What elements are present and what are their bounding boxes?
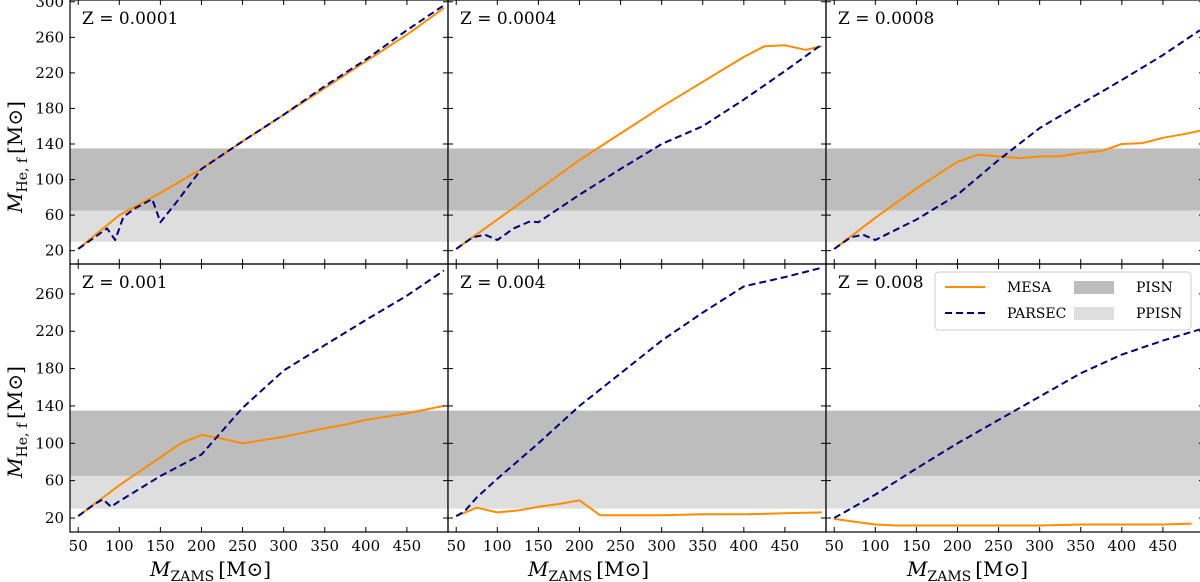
panel-3: 50 100 150 200 250 300 350 400 450 20 60 100 140 180 2… <box>35 263 449 555</box>
series-parsec <box>77 269 445 517</box>
x-tick-label: 300 <box>269 537 298 555</box>
x-axis-title-right: MZAMS [M⊙] <box>906 557 1028 582</box>
band-pisn <box>448 148 826 211</box>
series-mesa <box>77 404 445 517</box>
y-tick-label: 220 <box>35 64 64 82</box>
svg-text:MZAMS[M⊙]: MZAMS [M⊙] <box>149 557 271 582</box>
panel-label: Z = 0.008 <box>838 273 924 293</box>
x-axis-title-left: MZAMS [M⊙] <box>149 557 271 582</box>
band-ppisn <box>826 210 1200 242</box>
band-pisn <box>70 148 448 211</box>
y-tick-label: 180 <box>35 360 64 378</box>
panel-label: Z = 0.0008 <box>838 9 934 29</box>
y-tick-label: 140 <box>35 397 64 415</box>
x-tick-label: 400 <box>1108 537 1137 555</box>
y-tick-label: 140 <box>35 135 64 153</box>
x-tick-label: 400 <box>730 537 759 555</box>
x-tick-label: 350 <box>310 537 339 555</box>
panel-0: 20 60 100 140 180 220 260 300 Z = 0.0001 <box>35 0 449 265</box>
svg-text:MZAMS[M⊙]: MZAMS [M⊙] <box>527 557 649 582</box>
svg-text:MHe, f[M⊙]: MHe, f[M⊙] <box>3 101 31 214</box>
band-pisn <box>826 410 1200 476</box>
x-tick-label: 150 <box>524 537 553 555</box>
series-parsec <box>833 29 1200 250</box>
x-tick-label: 450 <box>1149 537 1178 555</box>
panel-5: 50 100 150 200 250 300 350 400 450 Z = 0.008 <box>825 263 1200 555</box>
legend: MESA PARSEC PISN PPISN <box>934 271 1192 331</box>
x-axis-title-middle: MZAMS [M⊙] <box>527 557 649 582</box>
x-tick-label: 350 <box>688 537 717 555</box>
band-pisn <box>70 410 448 476</box>
panel-frame <box>825 263 1200 533</box>
y-tick-label: 260 <box>35 28 64 46</box>
series-parsec <box>455 266 823 517</box>
x-tick-label: 100 <box>105 537 134 555</box>
legend-parsec-label: PARSEC <box>1007 306 1066 322</box>
x-tick-label: 250 <box>228 537 257 555</box>
svg-text:MZAMS[M⊙]: MZAMS [M⊙] <box>906 557 1028 582</box>
legend-ppisn-label: PPISN <box>1136 306 1182 322</box>
y-tick-label: 260 <box>35 285 64 303</box>
band-ppisn <box>448 475 826 509</box>
y-tick-label: 180 <box>35 99 64 117</box>
band-ppisn <box>70 210 448 242</box>
series-mesa <box>455 44 823 250</box>
x-tick-label: 450 <box>771 537 800 555</box>
band-ppisn <box>448 210 826 242</box>
x-tick-label: 250 <box>606 537 635 555</box>
x-tick-label: 50 <box>69 537 88 555</box>
y-tick-label: 20 <box>45 242 64 260</box>
panel-label: Z = 0.0004 <box>460 9 556 29</box>
y-tick-label: 60 <box>45 472 64 490</box>
x-tick-label: 300 <box>1025 537 1054 555</box>
x-tick-label: 450 <box>393 537 422 555</box>
y-tick-label: 300 <box>35 0 64 11</box>
svg-text:MHe, f[M⊙]: MHe, f[M⊙] <box>3 366 31 479</box>
band-pisn <box>448 410 826 476</box>
y-axis-title-bottom: MHe, f[M⊙] <box>3 366 31 479</box>
series-mesa <box>455 499 822 518</box>
panel-label: Z = 0.001 <box>82 273 168 293</box>
x-tick-label: 400 <box>352 537 381 555</box>
panel-label: Z = 0.0001 <box>82 9 178 29</box>
y-tick-label: 60 <box>45 206 64 224</box>
panel-label: Z = 0.004 <box>460 273 546 293</box>
y-tick-label: 100 <box>35 434 64 452</box>
y-tick-label: 220 <box>35 322 64 340</box>
series-parsec <box>833 328 1200 519</box>
x-tick-label: 200 <box>565 537 594 555</box>
series-mesa <box>77 7 445 250</box>
x-tick-label: 250 <box>984 537 1013 555</box>
band-pisn <box>826 148 1200 211</box>
y-tick-label: 20 <box>45 509 64 527</box>
x-tick-label: 150 <box>146 537 175 555</box>
x-tick-label: 350 <box>1066 537 1095 555</box>
legend-pisn-swatch <box>1074 281 1114 294</box>
x-tick-label: 50 <box>447 537 466 555</box>
panels-group: 20 60 100 140 180 220 260 300 Z = 0.0001 Z = 0.00… <box>35 0 1200 555</box>
x-tick-label: 150 <box>902 537 931 555</box>
y-tick-label: 100 <box>35 171 64 189</box>
band-ppisn <box>826 475 1200 509</box>
legend-ppisn-swatch <box>1074 307 1114 320</box>
y-axis-title-top: MHe, f[M⊙] <box>3 101 31 214</box>
series-parsec <box>77 4 445 250</box>
x-tick-label: 200 <box>943 537 972 555</box>
panel-1: Z = 0.0004 <box>447 0 827 265</box>
x-tick-label: 200 <box>187 537 216 555</box>
x-tick-label: 50 <box>825 537 844 555</box>
series-mesa <box>834 517 1192 527</box>
panel-4: 50 100 150 200 250 300 350 400 450 Z = 0.004 <box>447 263 827 555</box>
x-tick-label: 100 <box>861 537 890 555</box>
x-tick-label: 100 <box>483 537 512 555</box>
series-mesa <box>833 129 1200 250</box>
x-tick-label: 300 <box>647 537 676 555</box>
legend-mesa-label: MESA <box>1007 280 1052 296</box>
panel-2: Z = 0.0008 <box>825 0 1200 265</box>
legend-pisn-label: PISN <box>1136 280 1173 296</box>
legend-frame <box>934 271 1192 331</box>
series-parsec <box>455 43 823 250</box>
